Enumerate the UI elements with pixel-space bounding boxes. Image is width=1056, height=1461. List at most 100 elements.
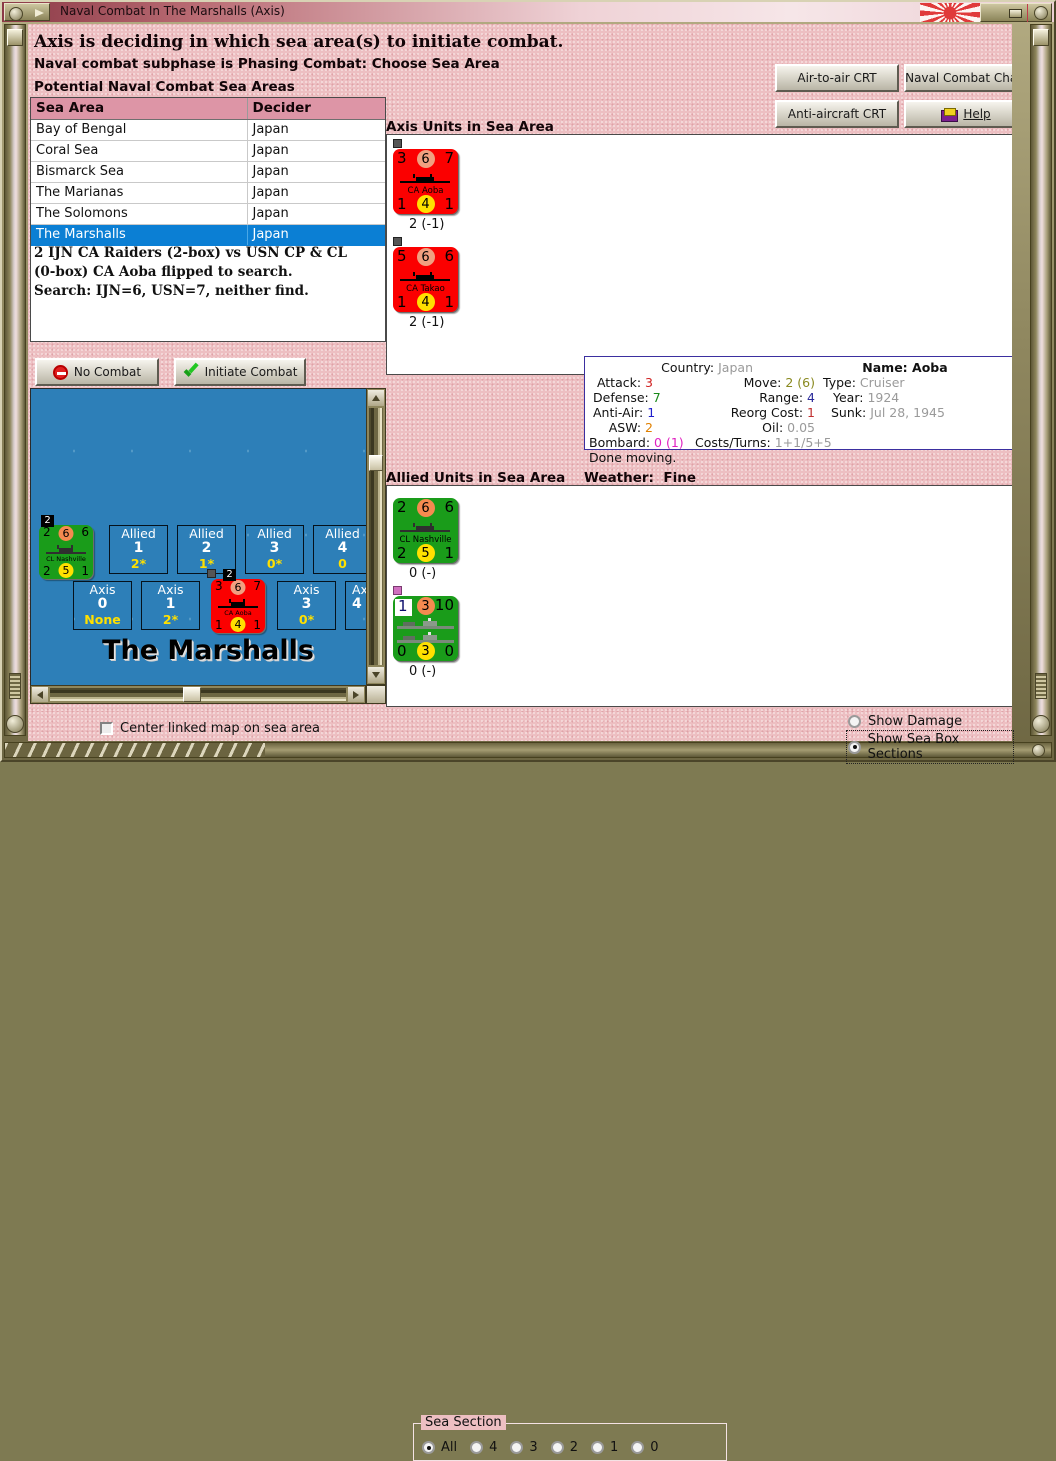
show-damage-row[interactable]: Show Damage [848, 714, 962, 729]
window-controls[interactable] [980, 3, 1052, 22]
radio-sea-section-3[interactable]: 3 [510, 1440, 538, 1455]
scrollbar-button-down[interactable] [1032, 715, 1050, 733]
counter-range: 6 [416, 150, 435, 168]
radio-sea-section-0[interactable]: 0 [631, 1440, 659, 1455]
scroll-left-arrow-icon[interactable] [32, 687, 48, 702]
scroll-up-arrow-icon[interactable] [368, 390, 384, 406]
window-scrollbar-bottom[interactable] [4, 742, 1052, 758]
cell-decider[interactable]: Japan [247, 182, 385, 204]
combat-log-line: 2 IJN CA Raiders (2-box) vs USN CP & CL [34, 245, 347, 261]
sunk-label: Sunk: [831, 405, 867, 420]
allied-units-list[interactable]: 2 6 6 CL Nashville 2 5 1 0 (-) 1 3 10 [386, 485, 1012, 707]
scrollbar-track[interactable] [369, 408, 383, 665]
radio-sea-section-4[interactable]: 4 [470, 1440, 497, 1455]
map-scrollbar-vertical[interactable] [366, 388, 386, 685]
scrollbar-thumb[interactable] [7, 29, 23, 46]
initiate-combat-button[interactable]: Initiate Combat [174, 358, 306, 386]
sea-box-axis-3[interactable]: Axis 3 0* [277, 581, 336, 630]
counter-defense: 6 [444, 498, 454, 516]
counter-defense: 7 [444, 149, 454, 167]
scrollbar-thumb[interactable] [183, 687, 201, 702]
table-row[interactable]: The Marianas Japan [31, 182, 385, 204]
unit-counter-convoy[interactable]: 1 3 10 0 3 0 [393, 596, 458, 661]
sea-box-allied-3[interactable]: Allied 3 0* [245, 525, 304, 574]
counter-defense: 7 [253, 579, 261, 593]
sea-section-options[interactable]: All 4 3 2 1 0 [422, 1440, 659, 1455]
sea-box-allied-2[interactable]: Allied 2 1* [177, 525, 236, 574]
sea-area-table[interactable]: Sea Area Decider Bay of Bengal Japan Cor… [31, 98, 385, 246]
sea-box-value: 2* [162, 612, 179, 627]
map-counter-ca-aoba[interactable]: 3 6 7 CA Aoba 1 4 1 [211, 579, 265, 633]
sea-box-axis-0[interactable]: Axis 0 None [73, 581, 132, 630]
counter-highlight-box [395, 599, 412, 616]
scrollbar-grip[interactable] [1035, 673, 1047, 699]
scroll-down-arrow-icon[interactable] [368, 667, 384, 683]
sea-box-allied-4[interactable]: Allied 4 0 [313, 525, 372, 574]
cell-decider[interactable]: Japan [247, 119, 385, 141]
help-button[interactable]: Help [904, 100, 1012, 128]
cell-decider[interactable]: Japan [247, 161, 385, 183]
window-menu-button[interactable] [4, 3, 50, 21]
column-header-decider[interactable]: Decider [247, 98, 385, 120]
map-counter-cl-nashville[interactable]: 2 6 6 CL Nashville 2 5 1 [39, 525, 93, 579]
counter-range: 6 [416, 499, 435, 517]
unit-counter-ca-takao[interactable]: 5 6 6 CA Takao 1 4 1 [393, 247, 458, 312]
table-row[interactable]: Bismarck Sea Japan [31, 161, 385, 183]
radio-icon[interactable] [848, 740, 861, 754]
radio-icon[interactable] [550, 1441, 564, 1454]
scrollbar-button-down[interactable] [6, 715, 24, 733]
radio-sea-section-2[interactable]: 2 [550, 1440, 578, 1455]
unit-counter-cl-nashville[interactable]: 2 6 6 CL Nashville 2 5 1 [393, 498, 458, 563]
table-row[interactable]: Bay of Bengal Japan [31, 119, 385, 141]
cell-sea-area[interactable]: Bay of Bengal [31, 119, 248, 141]
unit-counter-ca-aoba[interactable]: 3 6 7 CA Aoba 1 4 1 [393, 149, 458, 214]
sea-box-axis-1[interactable]: Axis 1 2* [141, 581, 200, 630]
cell-sea-area[interactable]: Bismarck Sea [31, 161, 248, 183]
radio-sea-section-all[interactable]: All [422, 1440, 457, 1455]
center-linked-map-checkbox[interactable] [100, 722, 113, 735]
column-header-sea-area[interactable]: Sea Area [31, 98, 248, 120]
radio-icon[interactable] [510, 1441, 524, 1454]
map-scrollbar-horizontal[interactable] [30, 685, 366, 704]
scroll-right-arrow-icon[interactable] [348, 687, 364, 702]
counter-reorg: 1 [253, 618, 261, 632]
scrollbar-thumb[interactable] [1033, 29, 1049, 46]
scrollbar-thumb[interactable] [369, 455, 383, 471]
map-stack-marker: 2 [41, 515, 54, 527]
cell-decider[interactable]: Japan [247, 140, 385, 162]
cell-sea-area[interactable]: The Marshalls [31, 224, 248, 246]
radio-icon[interactable] [848, 715, 861, 728]
show-sea-box-sections-row[interactable]: Show Sea Box Sections [846, 730, 1014, 764]
counter-reorg: 1 [444, 195, 454, 213]
cell-decider[interactable]: Japan [247, 203, 385, 225]
counter-name: CL Nashville [399, 535, 452, 545]
naval-combat-chart-button[interactable]: Naval Combat Chart [904, 64, 1012, 92]
scrollbar-button-right[interactable] [1032, 744, 1045, 757]
anti-aircraft-crt-button[interactable]: Anti-aircraft CRT [775, 100, 899, 128]
oil-value: 0.05 [787, 420, 815, 435]
cell-sea-area[interactable]: The Solomons [31, 203, 248, 225]
cell-sea-area[interactable]: Coral Sea [31, 140, 248, 162]
window-scrollbar-right[interactable] [1030, 24, 1052, 736]
window-scrollbar-left[interactable] [4, 24, 26, 736]
radio-sea-section-1[interactable]: 1 [590, 1440, 618, 1455]
scrollbar-grip[interactable] [9, 673, 21, 699]
close-icon[interactable] [1034, 6, 1048, 20]
radio-icon[interactable] [470, 1441, 484, 1454]
table-row[interactable]: Coral Sea Japan [31, 140, 385, 162]
counter-range: 6 [58, 526, 74, 541]
no-combat-button[interactable]: No Combat [35, 358, 159, 386]
maximize-icon[interactable] [1009, 9, 1022, 18]
axis-units-list[interactable]: 3 6 7 CA Aoba 1 4 1 2 (-1) 5 6 6 CA Taka… [386, 134, 1012, 375]
cell-decider[interactable]: Japan [247, 224, 385, 246]
table-row-selected[interactable]: The Marshalls Japan [31, 224, 385, 246]
air-to-air-crt-button[interactable]: Air-to-air CRT [775, 64, 899, 92]
sea-box-allied-1[interactable]: Allied 1 2* [109, 525, 168, 574]
table-row[interactable]: The Solomons Japan [31, 203, 385, 225]
cell-sea-area[interactable]: The Marianas [31, 182, 248, 204]
radio-icon[interactable] [590, 1441, 604, 1454]
radio-icon[interactable] [422, 1441, 435, 1454]
center-linked-map-checkbox-row[interactable]: Center linked map on sea area [100, 721, 320, 736]
radio-icon[interactable] [631, 1441, 645, 1454]
sea-area-map[interactable]: 2 2 6 6 CL Nashville 2 5 1 Allied 1 2* [30, 388, 386, 704]
